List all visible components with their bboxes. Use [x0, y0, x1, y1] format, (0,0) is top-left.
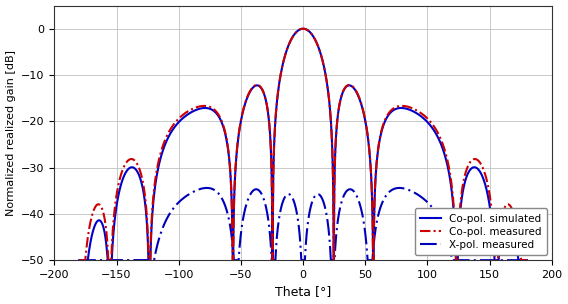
Line: X-pol. measured: X-pol. measured	[79, 188, 527, 260]
X-pol. measured	[203, 186, 210, 190]
X-pol. measured	[416, 194, 423, 197]
Line: Co-pol. simulated: Co-pol. simulated	[79, 29, 527, 260]
Co-pol. simulated	[403, 107, 410, 111]
Co-pol. simulated	[300, 27, 307, 30]
Co-pol. simulated	[505, 219, 512, 223]
Co-pol. measured	[228, 190, 235, 193]
Co-pol. simulated	[499, 226, 506, 230]
Co-pol. simulated	[228, 191, 235, 194]
Co-pol. measured	[505, 202, 512, 206]
Co-pol. measured	[499, 212, 506, 215]
X-axis label: Theta [°]: Theta [°]	[275, 285, 331, 299]
Co-pol. measured	[288, 38, 295, 41]
Y-axis label: Normalized realized gain [dB]: Normalized realized gain [dB]	[6, 50, 15, 216]
X-pol. measured	[499, 258, 506, 262]
Co-pol. simulated	[76, 258, 82, 262]
Co-pol. measured	[300, 27, 307, 30]
X-pol. measured	[524, 258, 531, 262]
Co-pol. simulated	[524, 258, 531, 262]
Co-pol. measured	[76, 258, 82, 262]
Line: Co-pol. measured: Co-pol. measured	[79, 29, 527, 260]
Co-pol. measured	[524, 258, 531, 262]
X-pol. measured	[76, 258, 82, 262]
X-pol. measured	[288, 194, 295, 198]
Co-pol. simulated	[416, 113, 423, 117]
X-pol. measured	[403, 187, 410, 191]
Co-pol. simulated	[288, 38, 295, 41]
Co-pol. measured	[416, 110, 423, 114]
X-pol. measured	[505, 258, 512, 262]
Legend: Co-pol. simulated, Co-pol. measured, X-pol. measured: Co-pol. simulated, Co-pol. measured, X-p…	[415, 208, 546, 255]
Co-pol. measured	[403, 105, 410, 108]
X-pol. measured	[228, 233, 235, 237]
